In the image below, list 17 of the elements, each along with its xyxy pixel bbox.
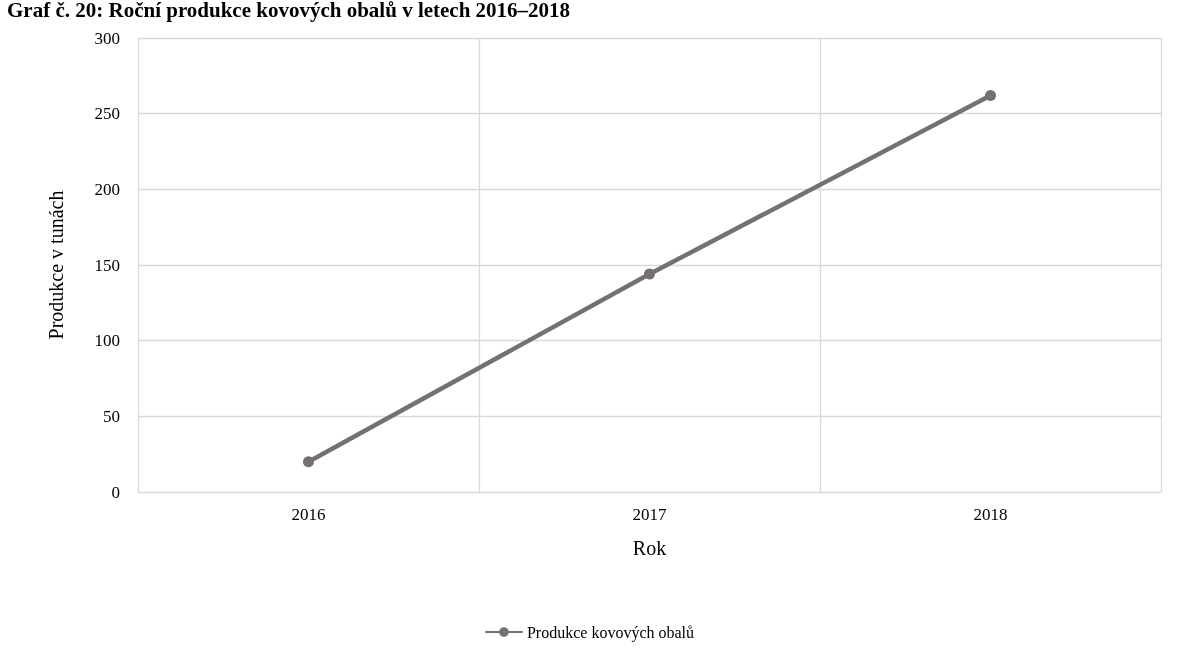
x-tick-label: 2018	[973, 505, 1008, 524]
y-tick-label: 200	[94, 179, 120, 199]
x-tick-label: 2016	[291, 505, 326, 524]
y-tick-label: 100	[94, 331, 120, 351]
y-tick-label: 150	[94, 255, 120, 275]
point	[985, 90, 996, 101]
y-tick-label: 250	[94, 104, 120, 124]
y-axis-title: Produkce v tunách	[45, 190, 67, 340]
point	[644, 268, 655, 280]
chart-title: Graf č. 20: Roční produkce kovových obalů v letech 2016–2018	[7, 0, 571, 22]
legend-label: Produkce kovových obalů	[526, 623, 695, 642]
y-tick-label: 50	[103, 406, 120, 426]
y-tick-label: 0	[111, 482, 120, 502]
y-tick-label: 300	[94, 28, 120, 48]
x-tick-label: 2017	[632, 505, 667, 524]
point	[303, 456, 314, 468]
x-axis-title: Rok	[632, 537, 667, 559]
